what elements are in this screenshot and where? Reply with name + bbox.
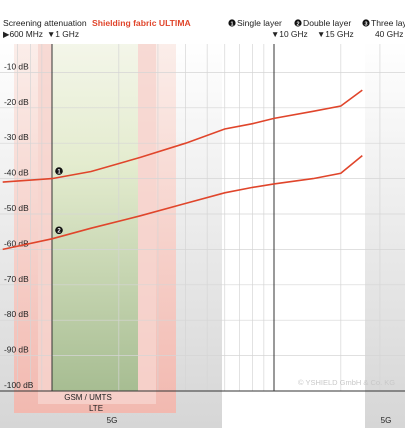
legend-marker-3: 3 <box>364 22 367 28</box>
series-marker-label: 1 <box>57 169 61 175</box>
band-5g-right <box>365 40 405 428</box>
frequency-marker-labels: ▶600 MHz ▼1 GHz ▼10 GHz ▼15 GHz 40 GHz <box>3 29 403 39</box>
title-prefix: Screening attenuation <box>3 18 87 28</box>
title-product: Shielding fabric ULTIMA <box>92 18 191 28</box>
y-tick-label: -10 dB <box>4 61 29 71</box>
legend-marker-1-bullet <box>228 19 236 27</box>
band-label-5g-left: 5G <box>107 416 118 425</box>
header-background <box>0 0 405 44</box>
y-axis-ticks: -10 dB -20 dB -30 dB -40 dB -50 dB -60 dB -70 … <box>4 61 34 390</box>
frequency-bands <box>0 40 405 428</box>
frequency-marker-label: ▶600 MHz <box>3 29 43 39</box>
legend-marker-2: 2 <box>296 22 299 28</box>
band-label-gsm: GSM / UMTS <box>64 393 112 402</box>
series-line-1 <box>2 89 363 183</box>
data-series: 12 <box>2 89 363 251</box>
frequency-marker-lines <box>0 37 405 392</box>
legend-single-layer: Single layer <box>237 18 282 28</box>
y-tick-label: -80 dB <box>4 309 29 319</box>
frequency-marker-label: 40 GHz <box>375 29 403 39</box>
y-tick-label: -60 dB <box>4 238 29 248</box>
y-tick-label: -70 dB <box>4 274 29 284</box>
y-tick-label: -50 dB <box>4 203 29 213</box>
band-lte <box>52 40 138 391</box>
chart-title: Screening attenuation Shielding fabric U… <box>3 18 191 28</box>
series-marker-bullet <box>55 167 63 175</box>
series-marker-bullet <box>55 226 63 235</box>
chart-grid <box>0 37 405 391</box>
legend-marker-3-bullet <box>362 19 370 27</box>
legend-marker-2-bullet <box>294 19 302 27</box>
legend: 1 Single layer 2 Double layer 3 Three la… <box>228 18 405 28</box>
y-tick-label: -30 dB <box>4 132 29 142</box>
band-label-lte: LTE <box>89 404 103 413</box>
band-label-5g-right: 5G <box>381 416 392 425</box>
legend-three-layer: Three laye <box>371 18 405 28</box>
y-tick-label: -90 dB <box>4 345 29 355</box>
watermark-text: © YSHIELD GmbH & Co. KG <box>298 378 395 387</box>
frequency-marker-label: ▼15 GHz <box>317 29 354 39</box>
frequency-marker-label: ▼1 GHz <box>47 29 79 39</box>
y-tick-label: -100 dB <box>4 380 34 390</box>
legend-marker-1: 1 <box>230 22 233 28</box>
series-line-2 <box>2 154 363 251</box>
frequency-marker-label: ▼10 GHz <box>271 29 308 39</box>
legend-double-layer: Double layer <box>303 18 351 28</box>
y-tick-label: -20 dB <box>4 97 29 107</box>
series-marker-label: 2 <box>57 228 61 234</box>
y-tick-label: -40 dB <box>4 168 29 178</box>
